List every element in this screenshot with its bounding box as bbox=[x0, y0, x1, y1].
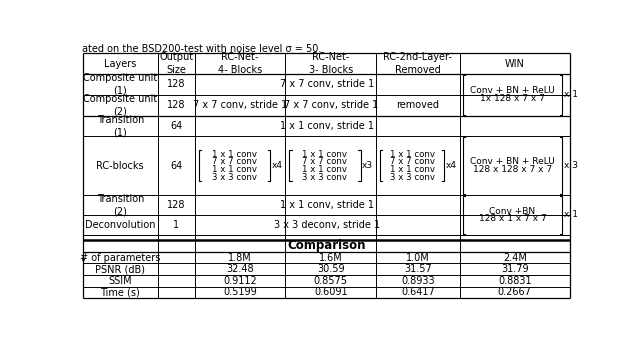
Text: 1: 1 bbox=[173, 220, 179, 230]
Text: x4: x4 bbox=[446, 161, 457, 170]
Text: 0.6417: 0.6417 bbox=[401, 287, 435, 297]
Text: 3 x 3 conv: 3 x 3 conv bbox=[212, 173, 257, 182]
Text: Layers: Layers bbox=[104, 59, 136, 69]
Text: PSNR (dB): PSNR (dB) bbox=[95, 264, 145, 274]
Text: 7 x 7 conv, stride 1: 7 x 7 conv, stride 1 bbox=[193, 100, 287, 110]
Text: Output
Size: Output Size bbox=[159, 52, 193, 75]
Text: RC-blocks: RC-blocks bbox=[97, 161, 144, 171]
Text: 7 x 7 conv: 7 x 7 conv bbox=[212, 157, 257, 166]
Text: 1 x 1 conv: 1 x 1 conv bbox=[212, 150, 257, 159]
Text: 7 x 7 conv: 7 x 7 conv bbox=[302, 157, 348, 166]
Text: removed: removed bbox=[396, 100, 440, 110]
Text: 1.0M: 1.0M bbox=[406, 253, 430, 263]
Text: 128 x 128 x 7 x 7: 128 x 128 x 7 x 7 bbox=[473, 165, 552, 174]
Text: Deconvolution: Deconvolution bbox=[85, 220, 156, 230]
Text: Composite unit
(2): Composite unit (2) bbox=[83, 94, 157, 116]
Text: SSIM: SSIM bbox=[109, 276, 132, 286]
Text: 1 x 1 conv: 1 x 1 conv bbox=[302, 165, 348, 174]
Text: 3 x 3 deconv, stride 1: 3 x 3 deconv, stride 1 bbox=[274, 220, 380, 230]
Text: Transition
(2): Transition (2) bbox=[97, 194, 144, 216]
Text: 1 x 1 conv, stride 1: 1 x 1 conv, stride 1 bbox=[280, 121, 374, 131]
Text: 1 x 1 conv: 1 x 1 conv bbox=[212, 165, 257, 174]
Text: 0.9112: 0.9112 bbox=[223, 276, 257, 286]
Text: 3 x 3 conv: 3 x 3 conv bbox=[390, 173, 435, 182]
Text: RC-2nd-Layer-
Removed: RC-2nd-Layer- Removed bbox=[383, 52, 452, 75]
Text: ated on the BSD200-test with noise level σ = 50.: ated on the BSD200-test with noise level… bbox=[83, 44, 322, 54]
Text: 0.8575: 0.8575 bbox=[314, 276, 348, 286]
Text: 7 x 7 conv, stride 1: 7 x 7 conv, stride 1 bbox=[280, 79, 374, 90]
Text: 7 x 7 conv, stride 1: 7 x 7 conv, stride 1 bbox=[284, 100, 378, 110]
Text: 3 x 3 conv: 3 x 3 conv bbox=[302, 173, 348, 182]
Text: 128: 128 bbox=[167, 100, 186, 110]
Text: 31.79: 31.79 bbox=[501, 264, 529, 274]
Text: Transition
(1): Transition (1) bbox=[97, 115, 144, 137]
Text: 128: 128 bbox=[167, 79, 186, 90]
Text: 0.8933: 0.8933 bbox=[401, 276, 435, 286]
Text: 1 x 1 conv: 1 x 1 conv bbox=[302, 150, 348, 159]
Text: x3: x3 bbox=[362, 161, 373, 170]
Text: Conv + BN + ReLU: Conv + BN + ReLU bbox=[470, 157, 555, 166]
Text: # of parameters: # of parameters bbox=[80, 253, 161, 263]
Text: 0.5199: 0.5199 bbox=[223, 287, 257, 297]
Text: RC-Net-
3- Blocks: RC-Net- 3- Blocks bbox=[308, 52, 353, 75]
Text: 1x 128 x 7 x 7: 1x 128 x 7 x 7 bbox=[480, 94, 545, 103]
Text: 0.8831: 0.8831 bbox=[498, 276, 532, 286]
Text: 1.6M: 1.6M bbox=[319, 253, 342, 263]
Text: Composite unit
(1): Composite unit (1) bbox=[83, 73, 157, 95]
Text: 30.59: 30.59 bbox=[317, 264, 344, 274]
Text: Comparison: Comparison bbox=[287, 239, 365, 252]
Text: 1 x 1 conv: 1 x 1 conv bbox=[390, 150, 435, 159]
Text: 64: 64 bbox=[170, 121, 182, 131]
Text: x 1: x 1 bbox=[564, 210, 578, 219]
Text: Conv + BN + ReLU: Conv + BN + ReLU bbox=[470, 86, 555, 95]
Text: x 3: x 3 bbox=[564, 161, 578, 170]
Text: 1.8M: 1.8M bbox=[228, 253, 252, 263]
Text: RC-Net-
4- Blocks: RC-Net- 4- Blocks bbox=[218, 52, 262, 75]
Text: 64: 64 bbox=[170, 161, 182, 171]
Text: 7 x 7 conv: 7 x 7 conv bbox=[390, 157, 435, 166]
Text: Conv +BN: Conv +BN bbox=[490, 206, 536, 215]
Text: 0.2667: 0.2667 bbox=[498, 287, 532, 297]
Text: Time (s): Time (s) bbox=[100, 287, 140, 297]
Text: 31.57: 31.57 bbox=[404, 264, 432, 274]
Text: 32.48: 32.48 bbox=[226, 264, 254, 274]
Text: 0.6091: 0.6091 bbox=[314, 287, 348, 297]
Text: x 1: x 1 bbox=[564, 90, 578, 99]
Text: 128 x 1 x 7 x 7: 128 x 1 x 7 x 7 bbox=[479, 214, 547, 223]
Text: x4: x4 bbox=[271, 161, 282, 170]
Text: 2.4M: 2.4M bbox=[503, 253, 527, 263]
Text: 1 x 1 conv: 1 x 1 conv bbox=[390, 165, 435, 174]
Text: 128: 128 bbox=[167, 200, 186, 210]
Text: 1 x 1 conv, stride 1: 1 x 1 conv, stride 1 bbox=[280, 200, 374, 210]
Text: WIN: WIN bbox=[505, 59, 525, 69]
